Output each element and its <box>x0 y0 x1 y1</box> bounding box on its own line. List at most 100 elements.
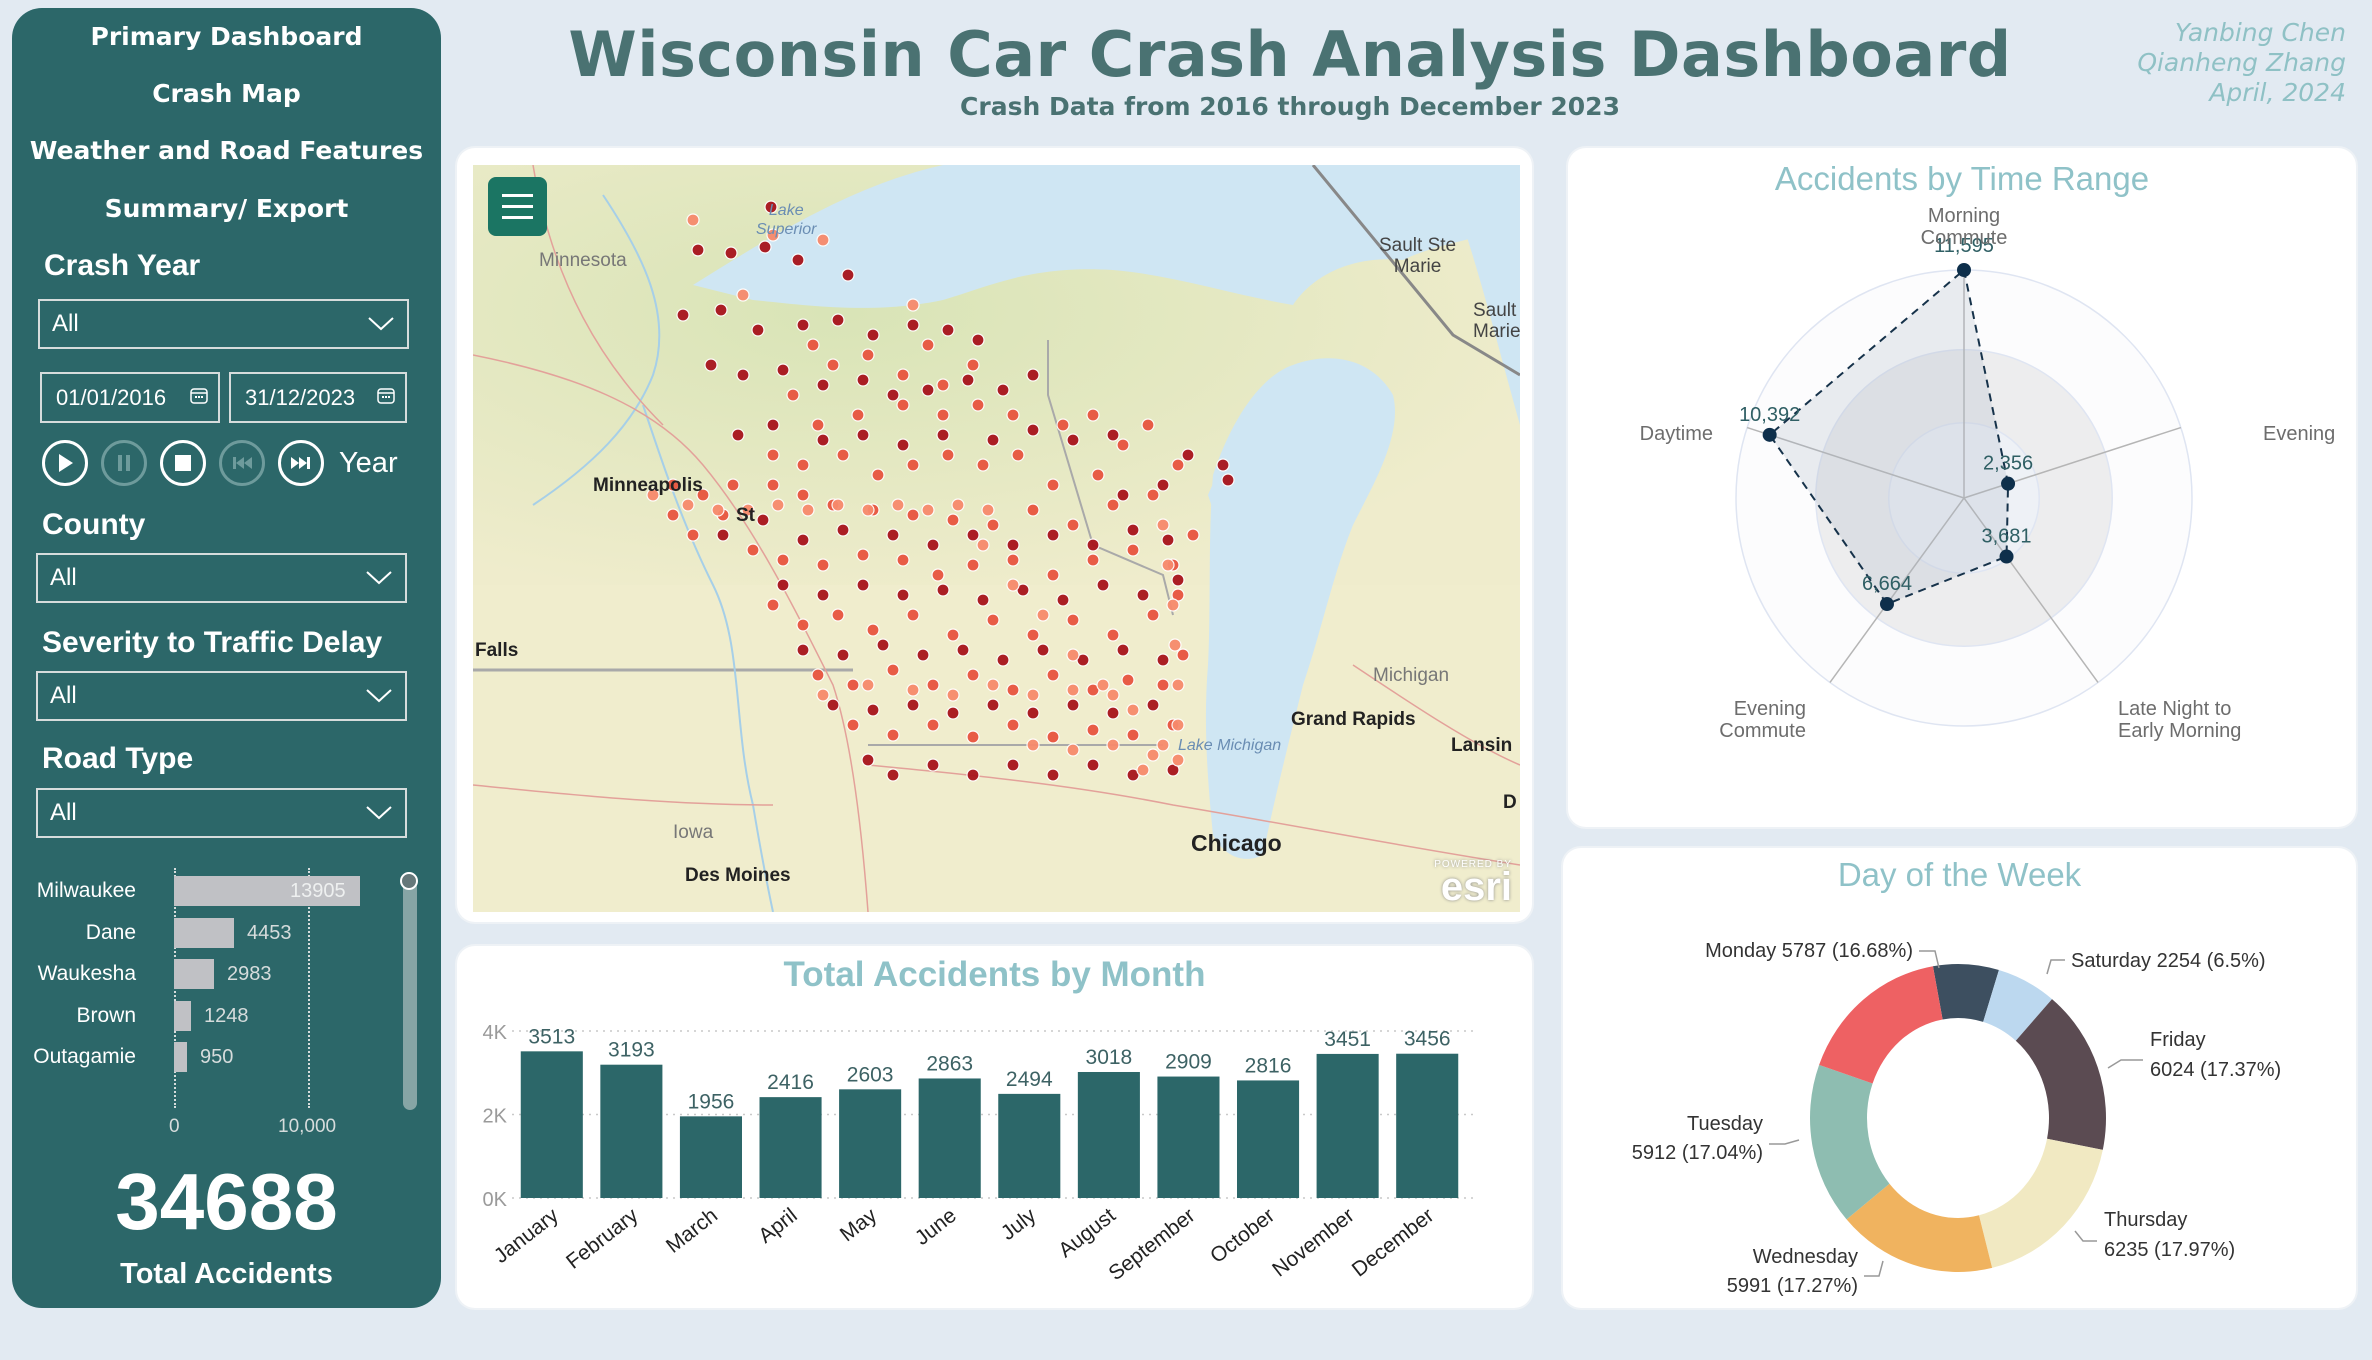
county-bar[interactable] <box>174 959 214 989</box>
play-icon <box>59 454 73 472</box>
county-dropdown[interactable]: All <box>36 553 407 603</box>
month-bar[interactable] <box>520 1051 583 1198</box>
map-label-lake-michigan: Lake Michigan <box>1178 737 1282 754</box>
donut-label-wednesday: Wednesday <box>1753 1246 1858 1268</box>
severity-dropdown[interactable]: All <box>36 671 407 721</box>
map-label-des-moines: Des Moines <box>685 865 791 886</box>
month-axis-label: May <box>836 1204 882 1247</box>
radar-point[interactable] <box>1762 427 1777 442</box>
month-chart-card: Total Accidents by Month 4K 2K 0K 3513 Janua… <box>457 946 1532 1308</box>
radar-value-label: 2,356 <box>1983 453 2033 475</box>
month-value-label: 1956 <box>688 1090 735 1113</box>
authors: Yanbing Chen Qianheng Zhang April, 2024 <box>2137 18 2346 108</box>
county-name: Milwaukee <box>36 879 136 902</box>
map-label-michigan: Michigan <box>1373 665 1450 686</box>
playback-year-label: Year <box>339 446 398 479</box>
crash-year-dropdown[interactable]: All <box>38 299 409 349</box>
county-bar[interactable] <box>174 876 360 906</box>
scrollbar-handle[interactable] <box>400 872 418 890</box>
donut-slice[interactable] <box>1846 1183 1993 1272</box>
author-2: Qianheng Zhang <box>2137 48 2346 77</box>
month-axis-label: June <box>911 1204 961 1250</box>
radar-point[interactable] <box>1999 549 2014 564</box>
radar-axis-label: Late Night to <box>2118 698 2231 720</box>
road-type-dropdown[interactable]: All <box>36 788 407 838</box>
date-label: April, 2024 <box>2209 78 2346 107</box>
county-value: 950 <box>200 1045 234 1068</box>
month-bar[interactable] <box>839 1089 902 1198</box>
crash-year-value: All <box>52 310 79 337</box>
county-row[interactable]: Outagamie 950 <box>12 1042 412 1072</box>
nav-primary-dashboard[interactable]: Primary Dashboard <box>90 22 363 51</box>
donut-slice[interactable] <box>1978 1138 2103 1268</box>
radar-series[interactable] <box>1768 268 2010 606</box>
nav-crash-map[interactable]: Crash Map <box>152 79 301 108</box>
date-to-input[interactable]: 31/12/2023 <box>229 372 407 423</box>
county-bar[interactable] <box>174 1042 187 1072</box>
month-bar[interactable] <box>1237 1080 1300 1198</box>
month-bar[interactable] <box>1157 1076 1220 1198</box>
month-bar[interactable] <box>998 1093 1061 1198</box>
donut-slice[interactable] <box>1932 964 1999 1022</box>
month-chart-title: Total Accidents by Month <box>783 955 1206 994</box>
month-value-label: 3513 <box>528 1025 575 1048</box>
donut-slice[interactable] <box>1983 970 2053 1041</box>
pause-icon <box>118 455 130 471</box>
map-label-falls: Falls <box>475 640 519 661</box>
play-button[interactable] <box>42 440 88 486</box>
donut-slice[interactable] <box>1810 1064 1890 1220</box>
radar-point[interactable] <box>2001 476 2016 491</box>
crash-points[interactable] <box>646 200 1235 782</box>
donut-chart: Monday 5787 (16.68%) Saturday 2254 (6.5%)… <box>1632 940 2281 1297</box>
month-bar[interactable] <box>1396 1053 1459 1198</box>
radar-point[interactable] <box>1879 597 1894 612</box>
severity-value: All <box>50 682 77 709</box>
stop-button[interactable] <box>160 440 206 486</box>
severity-label: Severity to Traffic Delay <box>42 626 383 659</box>
pause-button[interactable] <box>101 440 147 486</box>
calendar-icon[interactable] <box>190 388 208 404</box>
month-value-label: 3451 <box>1324 1028 1371 1051</box>
map-label-grand-rapids: Grand Rapids <box>1291 709 1416 730</box>
crash-year-label: Crash Year <box>44 249 201 282</box>
crash-map[interactable]: Lake Superior Minnesota Sault Ste Marie … <box>473 165 1520 912</box>
previous-button[interactable] <box>219 440 265 486</box>
nav-weather-road[interactable]: Weather and Road Features <box>29 136 424 165</box>
chevron-down-icon <box>366 806 392 820</box>
month-bar[interactable] <box>679 1116 742 1198</box>
county-row[interactable]: Waukesha 2983 <box>12 959 412 989</box>
donut-label-friday-value: 6024 (17.37%) <box>2150 1059 2281 1081</box>
donut-slice[interactable] <box>1819 966 1943 1084</box>
county-bar[interactable] <box>174 918 234 948</box>
chevron-down-icon <box>366 571 392 585</box>
county-row[interactable]: Dane 4453 <box>12 918 412 948</box>
day-of-week-title: Day of the Week <box>1837 856 2082 893</box>
month-bar[interactable] <box>1316 1053 1379 1198</box>
radar-point[interactable] <box>1957 263 1971 277</box>
county-value: 1248 <box>204 1004 249 1027</box>
gridline-10000 <box>308 868 310 1108</box>
calendar-icon[interactable] <box>377 388 395 404</box>
month-bar[interactable] <box>918 1078 981 1198</box>
month-bar[interactable] <box>759 1097 822 1198</box>
map-label-minnesota: Minnesota <box>539 250 627 271</box>
county-chart-scrollbar[interactable] <box>403 874 417 1110</box>
month-bar[interactable] <box>1077 1071 1140 1198</box>
next-button[interactable] <box>278 440 324 486</box>
county-row[interactable]: Milwaukee 13905 <box>12 876 412 906</box>
dashboard-title: Wisconsin Car Crash Analysis Dashboard <box>568 18 2012 91</box>
dashboard-subtitle: Crash Data from 2016 through December 20… <box>960 92 1620 121</box>
date-from-input[interactable]: 01/01/2016 <box>40 372 220 423</box>
map-menu-button[interactable] <box>488 177 547 236</box>
month-bar[interactable] <box>600 1064 663 1198</box>
radar-value-label: 10,392 <box>1739 404 1800 426</box>
county-row[interactable]: Brown 1248 <box>12 1001 412 1031</box>
donut-label-monday: Monday 5787 (16.68%) <box>1705 940 1913 962</box>
map-label-iowa: Iowa <box>673 822 714 843</box>
county-bar[interactable] <box>174 1001 191 1031</box>
esri-attribution[interactable]: POWERED BY esri <box>1434 859 1512 907</box>
donut-slice[interactable] <box>2015 999 2106 1150</box>
road-type-label: Road Type <box>42 742 194 775</box>
nav-summary-export[interactable]: Summary/ Export <box>104 194 349 223</box>
month-value-label: 3018 <box>1086 1046 1133 1069</box>
